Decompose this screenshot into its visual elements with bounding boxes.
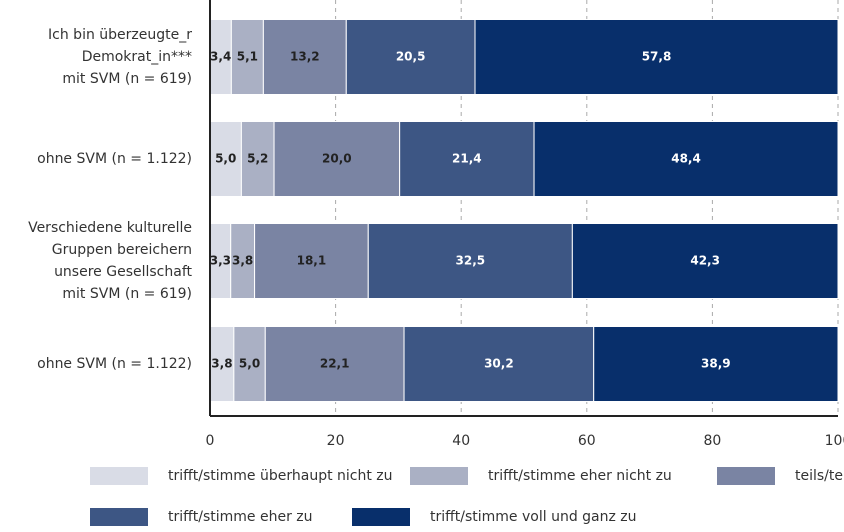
value-label: 30,2 [484, 357, 514, 371]
x-tick-label: 80 [703, 433, 721, 449]
x-tick-label: 40 [452, 433, 470, 449]
bar-segment [254, 223, 369, 299]
value-label: 5,1 [237, 50, 258, 64]
bar-segment [230, 19, 264, 95]
legend-label: trifft/stimme eher nicht zu [488, 468, 672, 484]
value-label: 20,0 [322, 152, 352, 166]
legend-label: trifft/stimme überhaupt nicht zu [168, 468, 393, 484]
value-label: 48,4 [671, 152, 701, 166]
value-label: 57,8 [642, 50, 672, 64]
category-label: Ich bin überzeugte_r Demokrat_in*** mit SV… [48, 27, 192, 87]
bar-segment [262, 19, 347, 95]
x-tick-label: 20 [327, 433, 345, 449]
bar-segment [593, 326, 839, 402]
bar-segment [571, 223, 839, 299]
legend-label: trifft/stimme eher zu [168, 509, 313, 525]
value-label: 13,2 [290, 50, 320, 64]
bar-segment [367, 223, 573, 299]
value-label: 5,0 [215, 152, 236, 166]
bar-segment [264, 326, 405, 402]
category-label: ohne SVM (n = 1.122) [37, 356, 192, 372]
bar-segment [233, 326, 266, 402]
x-tick-label: 60 [578, 433, 596, 449]
value-label: 32,5 [456, 254, 486, 268]
value-label: 42,3 [690, 254, 720, 268]
category-label: ohne SVM (n = 1.122) [37, 151, 192, 167]
bar-segment [345, 19, 476, 95]
bar-segment [273, 121, 401, 197]
legend-label: teils/teils [795, 468, 844, 484]
bar-segment [533, 121, 839, 197]
legend-swatch [717, 467, 775, 485]
value-label: 3,3 [210, 254, 231, 268]
value-label: 38,9 [701, 357, 731, 371]
value-label: 22,1 [320, 357, 350, 371]
x-tick-label: 0 [206, 433, 215, 449]
value-label: 3,8 [211, 357, 232, 371]
value-label: 3,8 [232, 254, 253, 268]
value-label: 5,2 [247, 152, 268, 166]
legend-label: trifft/stimme voll und ganz zu [430, 509, 637, 525]
bar-segment [474, 19, 839, 95]
value-label: 18,1 [297, 254, 327, 268]
value-label: 3,4 [210, 50, 231, 64]
value-label: 5,0 [239, 357, 260, 371]
bar-segment [240, 121, 275, 197]
value-label: 21,4 [452, 152, 482, 166]
bar-segment [403, 326, 595, 402]
bar-segment [209, 121, 242, 197]
value-label: 20,5 [396, 50, 426, 64]
legend-swatch [410, 467, 468, 485]
legend-swatch [90, 467, 148, 485]
bar-segment [399, 121, 535, 197]
x-tick-label: 100 [825, 433, 844, 449]
legend-swatch [352, 508, 410, 526]
category-label: Verschiedene kulturelle Gruppen bereicher… [28, 220, 192, 302]
legend-swatch [90, 508, 148, 526]
